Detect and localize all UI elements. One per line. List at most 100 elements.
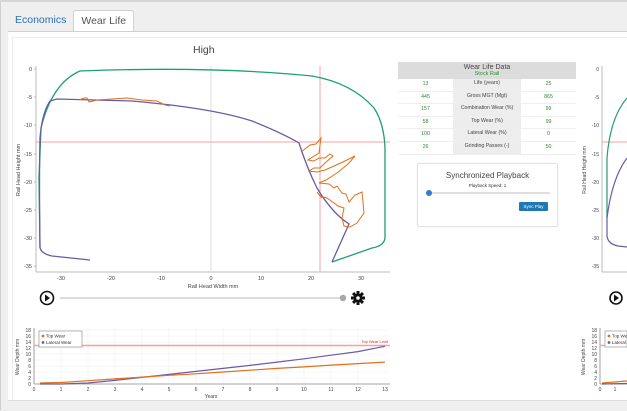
svg-text:0: 0 <box>594 382 597 388</box>
playback-speed-knob[interactable] <box>426 190 432 196</box>
right-play-icon[interactable] <box>609 291 623 305</box>
svg-text:1: 1 <box>614 387 617 393</box>
row-left-value: 26 <box>422 143 429 150</box>
play-icon[interactable] <box>39 290 55 306</box>
svg-text:12: 12 <box>591 346 597 352</box>
table-row: 26 Grinding Passes (-) 50 <box>398 141 576 155</box>
svg-text:Rail Head Height mm: Rail Head Height mm <box>582 146 588 194</box>
svg-text:Lateral: Lateral <box>612 340 626 345</box>
svg-text:3: 3 <box>114 387 117 393</box>
svg-text:Top We: Top We <box>612 334 627 339</box>
svg-text:-5: -5 <box>27 95 32 101</box>
svg-text:4: 4 <box>594 370 597 376</box>
sync-playback-panel: Synchronized Playback Playback Speed: 1 … <box>417 163 558 227</box>
svg-text:-20: -20 <box>107 276 115 282</box>
wear-depth-chart: 0 2 4 6 8 10 12 14 16 18 0 1 2 3 4 5 6 7… <box>15 328 390 400</box>
svg-text:6: 6 <box>594 364 597 370</box>
svg-text:2: 2 <box>87 387 90 393</box>
svg-text:14: 14 <box>591 340 597 346</box>
row-left-value: 445 <box>421 93 430 100</box>
svg-text:-10: -10 <box>592 123 599 129</box>
row-right-value: 99 <box>545 106 552 113</box>
profile-chart-title: High <box>193 44 215 56</box>
playback-speed-label: Playback Speed: 1 <box>468 183 507 188</box>
svg-text:8: 8 <box>594 358 597 364</box>
svg-text:4: 4 <box>141 387 144 393</box>
svg-text:Years: Years <box>205 394 218 400</box>
tab-wear-life[interactable]: Wear Life <box>73 10 135 34</box>
svg-text:8: 8 <box>28 358 31 364</box>
table-row: 445 Gross MGT (Mgt) 865 <box>398 91 576 105</box>
timeline-knob[interactable] <box>339 294 347 302</box>
svg-text:Wear Depth mm: Wear Depth mm <box>15 339 21 375</box>
svg-text:-35: -35 <box>592 264 599 270</box>
svg-text:16: 16 <box>25 334 31 340</box>
tab-divider <box>8 31 627 32</box>
svg-text:0: 0 <box>596 67 599 73</box>
wear-legend: Top Wear Lateral Wear <box>38 330 83 348</box>
svg-text:0: 0 <box>33 387 36 393</box>
svg-text:-35: -35 <box>24 264 32 270</box>
row-right-value: 99 <box>545 118 552 125</box>
svg-text:12: 12 <box>355 387 361 393</box>
svg-text:-15: -15 <box>24 152 32 158</box>
svg-text:-25: -25 <box>24 208 32 214</box>
svg-text:Rail Head Height mm: Rail Head Height mm <box>16 143 22 196</box>
row-right-value: 0 <box>547 131 550 138</box>
svg-text:20: 20 <box>308 276 314 282</box>
row-right-value: 865 <box>544 93 553 100</box>
svg-text:0: 0 <box>28 382 31 388</box>
wear-life-table: Wear Life Data Stock Rail 13 Life (years… <box>398 62 576 155</box>
row-left-value: 157 <box>421 106 430 113</box>
svg-text:Wear Depth mm: Wear Depth mm <box>581 339 587 375</box>
svg-text:-15: -15 <box>592 152 599 158</box>
tab-economics[interactable]: Economics <box>15 14 67 26</box>
svg-text:18: 18 <box>25 328 31 334</box>
svg-text:1: 1 <box>60 387 63 393</box>
bottom-border <box>8 400 627 411</box>
svg-text:Top Wear: Top Wear <box>46 334 66 339</box>
playback-speed-slider[interactable] <box>429 192 550 194</box>
profile-playback <box>38 290 370 306</box>
wear-life-title: Wear Life Data <box>463 64 511 71</box>
svg-text:12: 12 <box>25 346 31 352</box>
svg-text:14: 14 <box>25 340 31 346</box>
row-right-value: 25 <box>545 81 552 87</box>
svg-text:18: 18 <box>591 328 597 334</box>
svg-text:2: 2 <box>594 376 597 382</box>
row-left-value: 58 <box>422 118 429 125</box>
row-right-value: 50 <box>545 143 552 150</box>
svg-text:-20: -20 <box>24 180 32 186</box>
table-row: 58 Top Wear (%) 99 <box>398 116 576 130</box>
svg-text:-30: -30 <box>592 236 599 242</box>
svg-text:Rail Head Width mm: Rail Head Width mm <box>188 284 239 290</box>
svg-text:9: 9 <box>276 387 279 393</box>
svg-text:7: 7 <box>222 387 225 393</box>
sync-play-button[interactable]: Sync Play <box>519 202 548 211</box>
svg-text:10: 10 <box>591 352 597 358</box>
row-label: Lateral Wear (%) <box>453 129 521 141</box>
svg-text:10: 10 <box>258 276 264 282</box>
svg-text:2: 2 <box>28 376 31 382</box>
svg-text:0: 0 <box>29 67 32 73</box>
table-row: 100 Lateral Wear (%) 0 <box>398 129 576 142</box>
svg-text:8: 8 <box>249 387 252 393</box>
row-left-value: 100 <box>421 131 430 138</box>
svg-text:13: 13 <box>382 387 388 393</box>
svg-text:6: 6 <box>28 364 31 370</box>
profile-chart: 0 -5 -10 -15 -20 -25 -30 -35 -30 -20 -10… <box>16 66 390 290</box>
svg-text:30: 30 <box>358 276 364 282</box>
row-label: Gross MGT (Mgt) <box>453 91 521 104</box>
svg-text:-30: -30 <box>24 236 32 242</box>
gear-icon[interactable] <box>351 291 365 305</box>
wear-life-table-header: Wear Life Data Stock Rail <box>398 62 576 79</box>
right-wear-depth-chart: 0 2 4 6 8 10 12 14 16 18 0 1 Wear Depth … <box>581 328 627 393</box>
svg-text:-20: -20 <box>592 180 599 186</box>
svg-text:10: 10 <box>25 352 31 358</box>
svg-text:16: 16 <box>591 334 597 340</box>
table-row: 157 Combination Wear (%) 99 <box>398 104 576 117</box>
svg-text:-25: -25 <box>592 208 599 214</box>
wear-life-subtitle: Stock Rail <box>474 71 500 77</box>
right-profile-chart: 0 -5 -10 -15 -20 -25 -30 -35 Rail Head H… <box>582 66 627 305</box>
svg-text:Top Wear Limit: Top Wear Limit <box>361 339 388 344</box>
